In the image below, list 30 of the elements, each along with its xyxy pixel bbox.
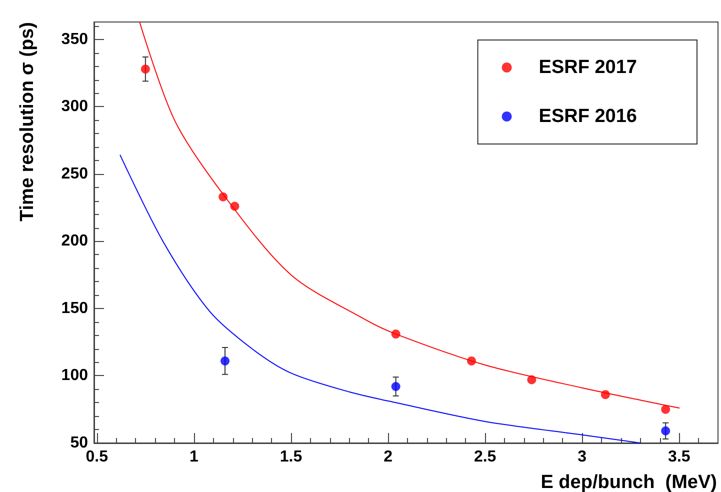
x-tick-label: 3.5 [668, 448, 690, 466]
x-tick-label: 3 [578, 448, 587, 466]
y-tick-label: 200 [61, 232, 88, 250]
point [527, 375, 536, 384]
y-tick-label: 250 [61, 165, 88, 182]
y-tick-label: 350 [61, 30, 88, 48]
point [391, 382, 400, 392]
point [218, 192, 228, 202]
y-tick-label: 100 [61, 367, 88, 384]
x-tick-label: 1 [190, 448, 199, 466]
y-axis-title: Time resolution σ (ps) [17, 22, 38, 222]
point [661, 426, 670, 436]
point [220, 356, 230, 366]
x-tick-label: 2 [384, 448, 393, 466]
y-tick-label: 150 [61, 300, 88, 317]
point [391, 330, 400, 339]
line-series [120, 154, 641, 444]
point [230, 202, 240, 211]
legend-label: ESRF 2016 [538, 106, 638, 127]
point [661, 404, 670, 414]
x-tick-label: 1.5 [280, 448, 302, 466]
y-tick-label: 300 [61, 98, 88, 116]
x-tick-label: 2.5 [474, 448, 496, 466]
x-axis-title: E dep/bunch (MeV) [540, 472, 717, 492]
x-tick-label: 0.5 [86, 448, 108, 466]
legend-label: ESRF 2017 [538, 57, 638, 78]
y-tick-label: 50 [70, 434, 88, 452]
point [600, 390, 610, 400]
point [467, 356, 476, 366]
point [140, 64, 150, 74]
